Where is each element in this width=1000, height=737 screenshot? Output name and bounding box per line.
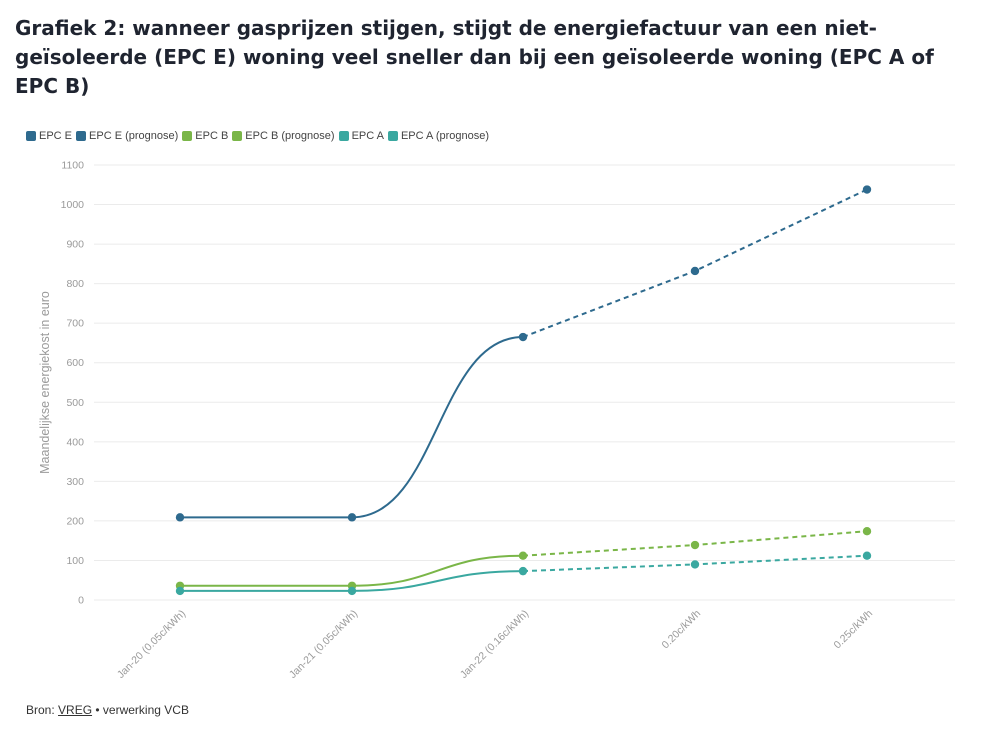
x-tick-label: Jan-21 (0.05c/kWh): [287, 608, 360, 681]
legend-item-epc-b[interactable]: EPC B: [182, 130, 228, 142]
data-point-epc-e: [347, 513, 357, 522]
legend-swatch: [338, 131, 349, 141]
data-point-epc-a-prognose: [862, 551, 872, 560]
data-point-epc-a-prognose: [518, 566, 528, 576]
legend-label: EPC A: [351, 130, 384, 142]
x-tick-label: Jan-20 (0.05c/kWh): [115, 608, 188, 681]
y-tick-label: 700: [66, 318, 84, 330]
y-tick-label: 100: [66, 555, 84, 567]
legend-swatch: [26, 131, 36, 141]
x-tick-label: 0.25c/kWh: [832, 608, 876, 652]
data-point-epc-b-prognose: [690, 540, 700, 550]
chart-title: Grafiek 2: wanneer gasprijzen stijgen, s…: [15, 16, 934, 98]
y-tick-label: 800: [66, 278, 84, 290]
y-tick-label: 200: [66, 515, 84, 527]
source-suffix: • verwerking VCB: [95, 703, 189, 717]
legend-item-epc-e[interactable]: EPC E: [26, 130, 72, 142]
source-link-vreg[interactable]: VREG: [58, 703, 93, 717]
x-tick-label: 0.20c/kWh: [660, 608, 704, 652]
y-tick-label: 1000: [61, 199, 85, 211]
y-axis-label: Maandelijkse energiekost in euro: [38, 291, 52, 474]
series-line-epc-e-prognose: [522, 188, 868, 338]
y-tick-label: 400: [66, 436, 84, 448]
source-prefix: Bron:: [26, 703, 55, 717]
data-point-epc-e-prognose: [690, 266, 700, 276]
data-point-epc-e-prognose: [862, 185, 872, 194]
data-point-epc-a: [347, 586, 357, 596]
legend-item-epc-a[interactable]: EPC A: [338, 130, 384, 142]
legend-swatch: [182, 131, 193, 141]
y-tick-label: 600: [66, 357, 84, 369]
legend-item-epc-a-prognose[interactable]: EPC A (prognose): [387, 130, 490, 142]
legend-swatch: [387, 131, 398, 141]
legend-label: EPC E (prognose): [89, 130, 179, 142]
legend: EPC E EPC E (prognose) EPC B EPC B (prognos…: [26, 130, 493, 142]
legend-item-epc-e-prognose[interactable]: EPC E (prognose): [76, 130, 178, 142]
data-point-epc-e: [175, 513, 185, 522]
source-note: Bron: VREG • verwerking VCB: [26, 703, 189, 717]
legend-label: EPC A (prognose): [400, 130, 490, 142]
y-tick-label: 1100: [61, 160, 84, 172]
legend-item-epc-b-prognose[interactable]: EPC B (prognose): [232, 130, 335, 142]
line-chart: 0 100 200 300 400 500 600 700 800 900 1000 1100 Maan…: [38, 160, 955, 681]
y-tick-label: 300: [66, 476, 84, 488]
legend-label: EPC B (prognose): [245, 130, 335, 142]
y-tick-label: 900: [66, 239, 84, 251]
series-line-epc-e: [180, 336, 524, 519]
data-point-epc-a-prognose: [690, 560, 700, 569]
legend-label: EPC B: [195, 130, 229, 142]
legend-swatch: [76, 131, 87, 141]
y-tick-label: 500: [66, 397, 84, 409]
data-point-epc-e-prognose: [518, 332, 528, 342]
legend-swatch: [232, 131, 243, 141]
y-tick-label: 0: [78, 595, 84, 607]
data-point-epc-b-prognose: [862, 526, 872, 536]
data-point-epc-a: [175, 586, 185, 596]
legend-label: EPC E: [39, 130, 73, 142]
data-point-epc-b-prognose: [518, 551, 528, 560]
x-tick-label: Jan-22 (0.16c/kWh): [458, 608, 531, 681]
